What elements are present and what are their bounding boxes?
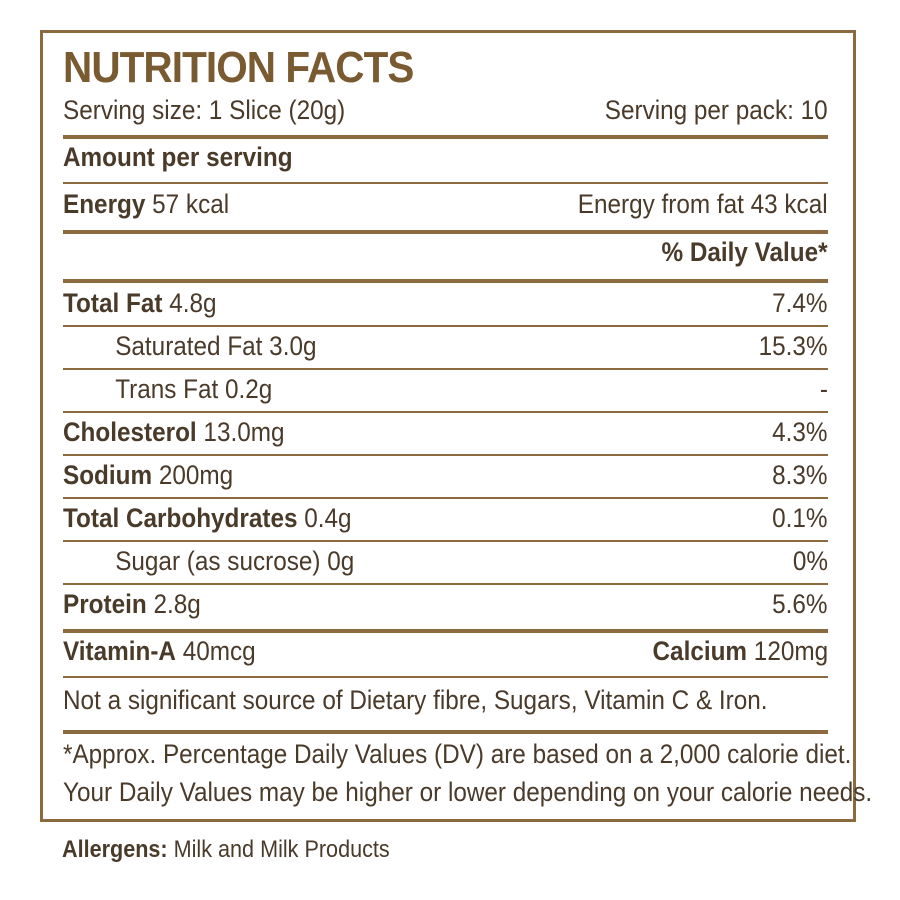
amount-header-row: Amount per serving bbox=[63, 142, 828, 173]
nutrient-label: Sodium bbox=[63, 460, 153, 490]
nutrient-value: 4.8g bbox=[162, 288, 217, 318]
divider bbox=[63, 182, 828, 184]
nutrient-dv: - bbox=[819, 374, 828, 404]
divider bbox=[63, 411, 828, 413]
allergens-label: Allergens: bbox=[62, 836, 168, 863]
nutrient-value: 200mg bbox=[152, 460, 234, 490]
nutrient-row: Total Fat 4.8g 7.4% bbox=[63, 288, 828, 319]
nutrient-label: Trans Fat 0.2g bbox=[115, 374, 273, 404]
nutrient-label: Total Fat bbox=[63, 288, 163, 318]
energy-value: 57 kcal bbox=[145, 189, 230, 219]
footnote-line-1: *Approx. Percentage Daily Values (DV) ar… bbox=[63, 739, 852, 769]
nutrient-label: Total Carbohydrates bbox=[63, 503, 298, 533]
nutrient-dv: 0.1% bbox=[772, 503, 828, 533]
divider bbox=[63, 629, 828, 633]
nutrient-dv: 8.3% bbox=[772, 460, 828, 490]
nutrient-label: Cholesterol bbox=[63, 417, 197, 447]
energy-label: Energy bbox=[63, 189, 146, 219]
nutrient-dv: 5.6% bbox=[772, 589, 828, 619]
amount-per-serving: Amount per serving bbox=[63, 142, 293, 172]
allergens-line: Allergens: Milk and Milk Products bbox=[62, 836, 390, 864]
nutrient-dv: 4.3% bbox=[772, 417, 828, 447]
nutrient-value: 2.8g bbox=[146, 589, 201, 619]
allergens-value: Milk and Milk Products bbox=[167, 836, 390, 863]
nutrient-dv: 15.3% bbox=[759, 331, 828, 361]
nutrient-label: Protein bbox=[63, 589, 147, 619]
vitamins-row: Vitamin-A 40mcg Calcium 120mg bbox=[63, 636, 828, 667]
nutrient-row: Protein 2.8g 5.6% bbox=[63, 589, 828, 620]
nutrient-label: Saturated Fat 3.0g bbox=[115, 331, 317, 361]
nutrient-row: Sodium 200mg 8.3% bbox=[63, 460, 828, 491]
energy-row: Energy 57 kcal Energy from fat 43 kcal bbox=[63, 189, 828, 220]
vitamin-a-label: Vitamin-A bbox=[63, 636, 176, 666]
divider bbox=[63, 676, 828, 678]
divider bbox=[63, 279, 828, 283]
nutrition-facts-panel: NUTRITION FACTS Serving size: 1 Slice (2… bbox=[40, 30, 872, 822]
serving-size: Serving size: 1 Slice (20g) bbox=[63, 95, 346, 125]
divider bbox=[63, 497, 828, 499]
nutrient-dv: 7.4% bbox=[772, 288, 828, 318]
nutrition-title: NUTRITION FACTS bbox=[63, 43, 414, 92]
serving-row: Serving size: 1 Slice (20g) Serving per … bbox=[63, 95, 828, 126]
nutrient-row: Saturated Fat 3.0g 15.3% bbox=[63, 331, 828, 362]
vitamin-a-value: 40mcg bbox=[175, 636, 256, 666]
divider bbox=[63, 325, 828, 327]
calcium-value: 120mg bbox=[746, 636, 828, 666]
dv-header-row: % Daily Value* bbox=[63, 237, 828, 268]
calcium-label: Calcium bbox=[652, 636, 747, 666]
divider bbox=[63, 368, 828, 370]
nutrient-dv: 0% bbox=[792, 546, 828, 576]
nutrient-value: 13.0mg bbox=[196, 417, 285, 447]
nutrient-value: 0.4g bbox=[297, 503, 352, 533]
divider bbox=[63, 135, 828, 139]
energy-from-fat: Energy from fat 43 kcal bbox=[578, 189, 828, 219]
nutrient-row: Total Carbohydrates 0.4g 0.1% bbox=[63, 503, 828, 534]
divider bbox=[63, 730, 828, 734]
nutrient-label: Sugar (as sucrose) 0g bbox=[115, 546, 355, 576]
daily-value-header: % Daily Value* bbox=[661, 237, 828, 267]
nutrient-row: Cholesterol 13.0mg 4.3% bbox=[63, 417, 828, 448]
nutrient-row: Sugar (as sucrose) 0g 0% bbox=[63, 546, 828, 577]
servings-per-pack: Serving per pack: 10 bbox=[605, 95, 828, 125]
divider bbox=[63, 230, 828, 234]
nutrient-row: Trans Fat 0.2g - bbox=[63, 374, 828, 405]
not-significant-note: Not a significant source of Dietary fibr… bbox=[63, 685, 768, 715]
divider bbox=[63, 454, 828, 456]
divider bbox=[63, 583, 828, 585]
divider bbox=[63, 540, 828, 542]
footnote-line-2: Your Daily Values may be higher or lower… bbox=[63, 777, 873, 807]
